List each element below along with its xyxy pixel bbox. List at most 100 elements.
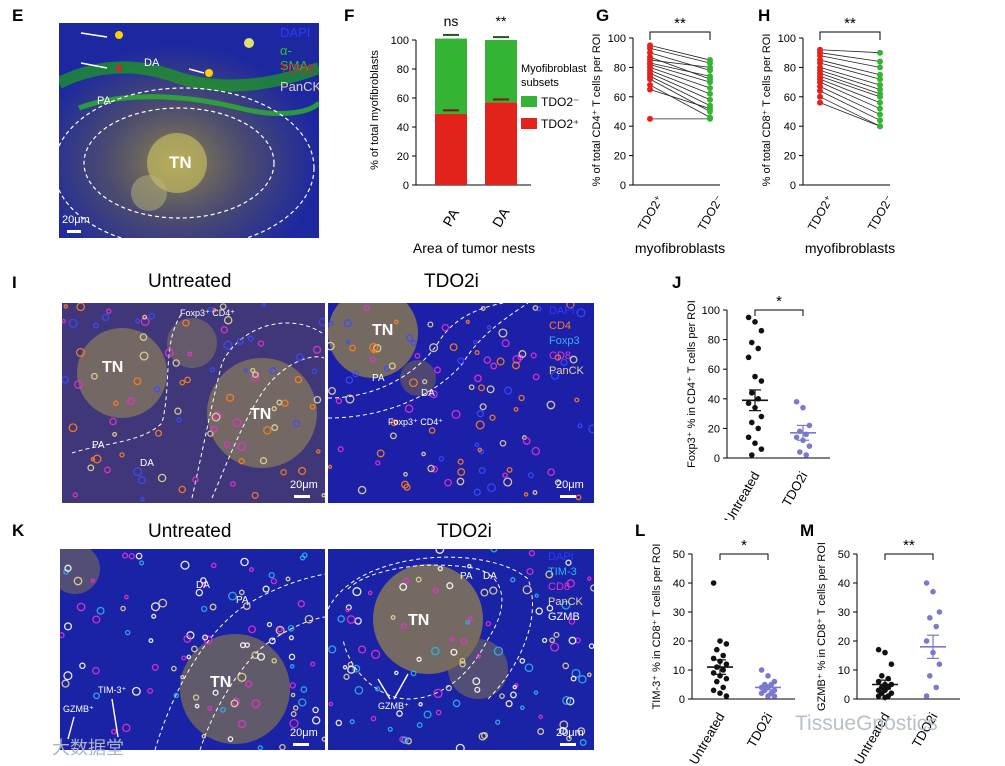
cell-marker — [408, 378, 418, 388]
cell-marker — [401, 736, 409, 744]
cell-marker — [559, 720, 569, 730]
cell-marker — [400, 623, 407, 629]
h-pair-line — [819, 102, 881, 127]
cell-marker — [427, 464, 435, 473]
cell-marker — [212, 410, 222, 420]
j-point — [758, 413, 765, 420]
cell-marker — [113, 400, 119, 407]
j-point — [752, 440, 758, 446]
cell-marker — [416, 656, 422, 662]
cell-marker — [328, 645, 337, 654]
j-point — [745, 314, 752, 321]
cell-marker — [172, 359, 180, 367]
cell-marker — [227, 736, 234, 742]
h-point-neg — [877, 99, 883, 106]
j-point — [745, 354, 752, 361]
cell-marker — [72, 492, 78, 498]
h-significance: ** — [844, 15, 856, 32]
panel-i-title-tdo2i: TDO2i — [424, 271, 479, 292]
cell-marker — [480, 731, 489, 740]
cell-marker — [151, 613, 157, 619]
h-point-neg — [877, 105, 883, 112]
cell-marker — [232, 418, 242, 428]
g-y-label: % of total CD4⁺ T cells per ROI — [591, 34, 603, 187]
cell-marker — [171, 665, 177, 672]
cell-marker — [537, 728, 545, 735]
cell-marker — [450, 648, 458, 656]
g-pair-line — [649, 44, 711, 61]
cell-marker — [528, 550, 536, 557]
g-y-tick-label: 100 — [608, 33, 626, 45]
cell-marker — [191, 645, 198, 653]
cell-marker — [467, 563, 472, 569]
cell-marker — [535, 607, 543, 615]
cell-marker — [238, 458, 245, 465]
cell-marker — [345, 339, 351, 345]
l-point — [710, 580, 717, 586]
cell-marker — [62, 318, 66, 324]
g-pair-line — [649, 75, 711, 106]
cell-marker — [533, 690, 539, 695]
cell-marker — [518, 350, 527, 358]
g-point-neg — [707, 90, 713, 97]
cell-marker — [478, 384, 485, 392]
cell-marker — [560, 358, 568, 367]
cell-marker — [90, 578, 95, 583]
l-y-tick-label: 50 — [673, 549, 685, 561]
cell-marker — [546, 604, 554, 612]
cell-marker — [304, 614, 314, 624]
cell-marker — [354, 685, 364, 695]
cell-marker — [271, 424, 279, 432]
cell-marker — [202, 634, 209, 641]
cell-marker — [562, 695, 572, 706]
panel-i-left-pa: PA — [92, 440, 105, 451]
cell-marker — [423, 710, 432, 719]
panel-letter-j: J — [672, 273, 682, 292]
cell-marker — [297, 600, 305, 608]
cell-marker — [429, 390, 438, 399]
cell-marker — [345, 607, 350, 613]
cell-marker — [335, 397, 343, 405]
cell-marker — [248, 625, 257, 634]
h-pair-line — [819, 49, 881, 54]
cell-marker — [393, 319, 399, 325]
cell-marker — [270, 577, 278, 585]
cell-marker — [473, 488, 481, 496]
cell-marker — [404, 404, 414, 413]
cell-marker — [231, 697, 241, 706]
cell-marker — [475, 420, 485, 430]
cell-marker — [122, 723, 131, 733]
cell-marker — [342, 665, 348, 670]
m-point — [875, 646, 882, 653]
cell-marker — [75, 347, 86, 358]
h-point-pos — [817, 79, 823, 86]
cell-marker — [92, 615, 101, 624]
cell-marker — [295, 353, 304, 361]
j-point — [806, 443, 813, 449]
panel-e-label-da: DA — [144, 57, 160, 69]
cell-marker — [154, 429, 163, 437]
panel-i-right-da: DA — [421, 388, 435, 399]
cell-marker — [465, 319, 470, 324]
panel-k-right-pa: PA — [460, 571, 473, 582]
cell-marker — [243, 368, 248, 373]
f-legend-title-2: subsets — [521, 77, 559, 89]
l-point — [710, 687, 717, 694]
h-y-tick-label: 40 — [784, 121, 796, 133]
cell-marker — [131, 686, 141, 696]
l-point — [723, 641, 730, 647]
panel-e-label-tn: TN — [169, 153, 192, 172]
cell-marker — [176, 417, 182, 423]
panel-k-left-tim3: TIM-3⁺ — [98, 685, 127, 695]
j-point — [745, 434, 752, 441]
cell-marker — [207, 430, 214, 437]
panel-i-right-scale: 20μm — [556, 479, 584, 491]
cell-marker — [446, 582, 454, 590]
j-y-tick-label: 80 — [708, 335, 720, 347]
g-x-tick-label: TDO2⁺ — [635, 193, 666, 233]
cell-marker — [181, 655, 187, 661]
cell-marker — [245, 680, 253, 688]
panel-i-micrograph-tdo2i: TN PA DA Foxp3⁺ CD4⁺ DAPI CD4 Foxp3 CD8 … — [328, 303, 594, 503]
cell-marker — [352, 370, 359, 378]
h-y-tick-label: 20 — [784, 151, 796, 163]
